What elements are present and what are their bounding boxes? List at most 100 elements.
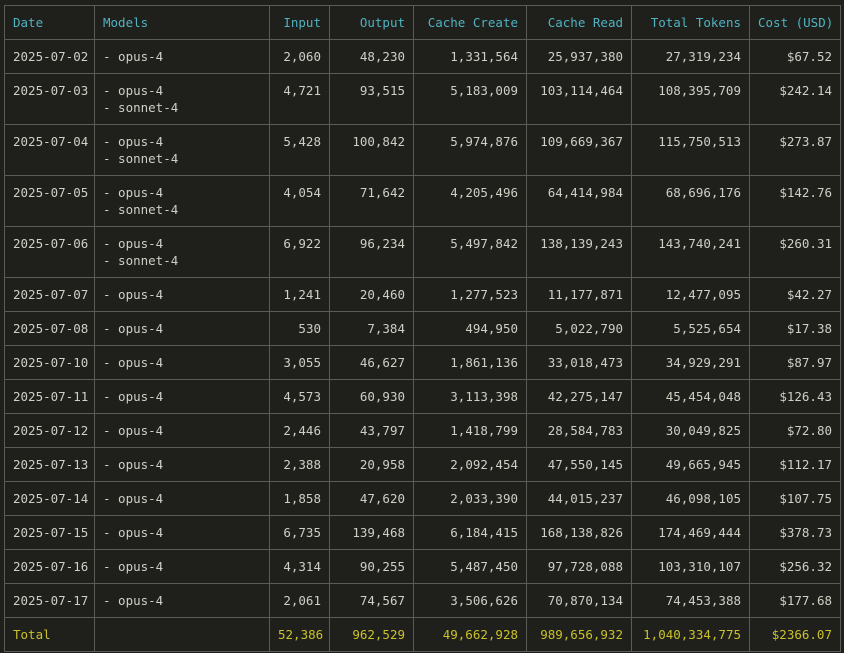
- model-name: - opus-4: [103, 559, 164, 574]
- cell-cache-create: 2,033,390: [413, 481, 527, 516]
- cell-total-tokens: 46,098,105: [631, 481, 750, 516]
- cell-models: - opus-4: [94, 583, 270, 618]
- cell-total-tokens: 108,395,709: [631, 73, 750, 125]
- model-name: - opus-4: [103, 185, 164, 200]
- model-name: - opus-4: [103, 525, 164, 540]
- table-row: 2025-07-05 - opus-4 - sonnet-4 4,054 71,642 4…: [4, 175, 841, 227]
- model-name: - opus-4: [103, 321, 164, 336]
- cell-total-tokens: 12,477,095: [631, 277, 750, 312]
- cell-models: - opus-4: [94, 413, 270, 448]
- table-row: 2025-07-06 - opus-4 - sonnet-4 6,922 96,234 5…: [4, 226, 841, 278]
- cell-cost: $112.17: [749, 447, 841, 482]
- cell-output: 7,384: [329, 311, 414, 346]
- table-row: 2025-07-16 - opus-4 4,314 90,255 5,487,450 97…: [4, 549, 841, 584]
- cell-output: 100,842: [329, 124, 414, 176]
- cell-input: 2,446: [269, 413, 330, 448]
- cell-cost: $67.52: [749, 39, 841, 74]
- cell-output: 60,930: [329, 379, 414, 414]
- cell-output: 43,797: [329, 413, 414, 448]
- cell-cache-read: 64,414,984: [526, 175, 632, 227]
- model-name: - sonnet-4: [103, 100, 179, 115]
- cell-input: 4,314: [269, 549, 330, 584]
- total-models: [94, 617, 270, 652]
- cell-date: 2025-07-11: [4, 379, 95, 414]
- cell-cost: $142.76: [749, 175, 841, 227]
- cell-models: - opus-4: [94, 379, 270, 414]
- cell-input: 2,060: [269, 39, 330, 74]
- cell-output: 93,515: [329, 73, 414, 125]
- cell-output: 90,255: [329, 549, 414, 584]
- cell-total-tokens: 30,049,825: [631, 413, 750, 448]
- cell-models: - opus-4: [94, 549, 270, 584]
- cell-models: - opus-4: [94, 39, 270, 74]
- cell-total-tokens: 143,740,241: [631, 226, 750, 278]
- cell-input: 4,573: [269, 379, 330, 414]
- model-name: - opus-4: [103, 389, 164, 404]
- cell-cache-read: 11,177,871: [526, 277, 632, 312]
- model-name: - opus-4: [103, 236, 164, 251]
- table-row: 2025-07-11 - opus-4 4,573 60,930 3,113,398 42…: [4, 379, 841, 414]
- model-name: - opus-4: [103, 49, 164, 64]
- table-body: 2025-07-02 - opus-4 2,060 48,230 1,331,564 25…: [4, 39, 841, 618]
- cell-input: 1,241: [269, 277, 330, 312]
- cell-cache-read: 44,015,237: [526, 481, 632, 516]
- cell-cost: $260.31: [749, 226, 841, 278]
- cell-cache-create: 2,092,454: [413, 447, 527, 482]
- cell-input: 2,388: [269, 447, 330, 482]
- header-cache-read: Cache Read: [526, 5, 632, 40]
- total-input: 52,386: [269, 617, 330, 652]
- cell-cost: $17.38: [749, 311, 841, 346]
- cell-input: 3,055: [269, 345, 330, 380]
- model-name: - sonnet-4: [103, 151, 179, 166]
- cell-date: 2025-07-04: [4, 124, 95, 176]
- total-cache-read: 989,656,932: [526, 617, 632, 652]
- table-row: 2025-07-13 - opus-4 2,388 20,958 2,092,454 47…: [4, 447, 841, 482]
- cell-cost: $72.80: [749, 413, 841, 448]
- cell-input: 2,061: [269, 583, 330, 618]
- cell-cache-create: 1,277,523: [413, 277, 527, 312]
- table-row: 2025-07-02 - opus-4 2,060 48,230 1,331,564 25…: [4, 39, 841, 74]
- cell-cost: $107.75: [749, 481, 841, 516]
- cell-cost: $87.97: [749, 345, 841, 380]
- cell-cache-create: 6,184,415: [413, 515, 527, 550]
- cell-cache-read: 5,022,790: [526, 311, 632, 346]
- model-name: - opus-4: [103, 355, 164, 370]
- cell-date: 2025-07-07: [4, 277, 95, 312]
- cell-cache-read: 103,114,464: [526, 73, 632, 125]
- cell-cost: $177.68: [749, 583, 841, 618]
- cell-models: - opus-4: [94, 277, 270, 312]
- cell-cost: $378.73: [749, 515, 841, 550]
- cell-total-tokens: 68,696,176: [631, 175, 750, 227]
- cell-cost: $126.43: [749, 379, 841, 414]
- cell-input: 4,721: [269, 73, 330, 125]
- cell-cache-create: 5,974,876: [413, 124, 527, 176]
- table-row: 2025-07-10 - opus-4 3,055 46,627 1,861,136 33…: [4, 345, 841, 380]
- header-cache-create: Cache Create: [413, 5, 527, 40]
- cell-date: 2025-07-03: [4, 73, 95, 125]
- cell-cache-read: 28,584,783: [526, 413, 632, 448]
- cell-output: 96,234: [329, 226, 414, 278]
- cell-cache-create: 1,861,136: [413, 345, 527, 380]
- table-row: 2025-07-14 - opus-4 1,858 47,620 2,033,390 44…: [4, 481, 841, 516]
- cell-output: 74,567: [329, 583, 414, 618]
- cell-models: - opus-4: [94, 515, 270, 550]
- model-name: - opus-4: [103, 457, 164, 472]
- cell-models: - opus-4 - sonnet-4: [94, 226, 270, 278]
- cell-cache-create: 5,487,450: [413, 549, 527, 584]
- cell-input: 530: [269, 311, 330, 346]
- cell-cost: $273.87: [749, 124, 841, 176]
- cell-date: 2025-07-12: [4, 413, 95, 448]
- header-row: Date Models Input Output Cache Create Ca…: [4, 5, 841, 40]
- table-row: 2025-07-07 - opus-4 1,241 20,460 1,277,523 11…: [4, 277, 841, 312]
- cell-cache-read: 97,728,088: [526, 549, 632, 584]
- cell-date: 2025-07-10: [4, 345, 95, 380]
- cell-cache-read: 25,937,380: [526, 39, 632, 74]
- model-name: - opus-4: [103, 83, 164, 98]
- cell-models: - opus-4: [94, 311, 270, 346]
- cell-cache-read: 109,669,367: [526, 124, 632, 176]
- cell-total-tokens: 49,665,945: [631, 447, 750, 482]
- header-models: Models: [94, 5, 270, 40]
- cell-date: 2025-07-16: [4, 549, 95, 584]
- cell-total-tokens: 103,310,107: [631, 549, 750, 584]
- cell-cache-create: 3,506,626: [413, 583, 527, 618]
